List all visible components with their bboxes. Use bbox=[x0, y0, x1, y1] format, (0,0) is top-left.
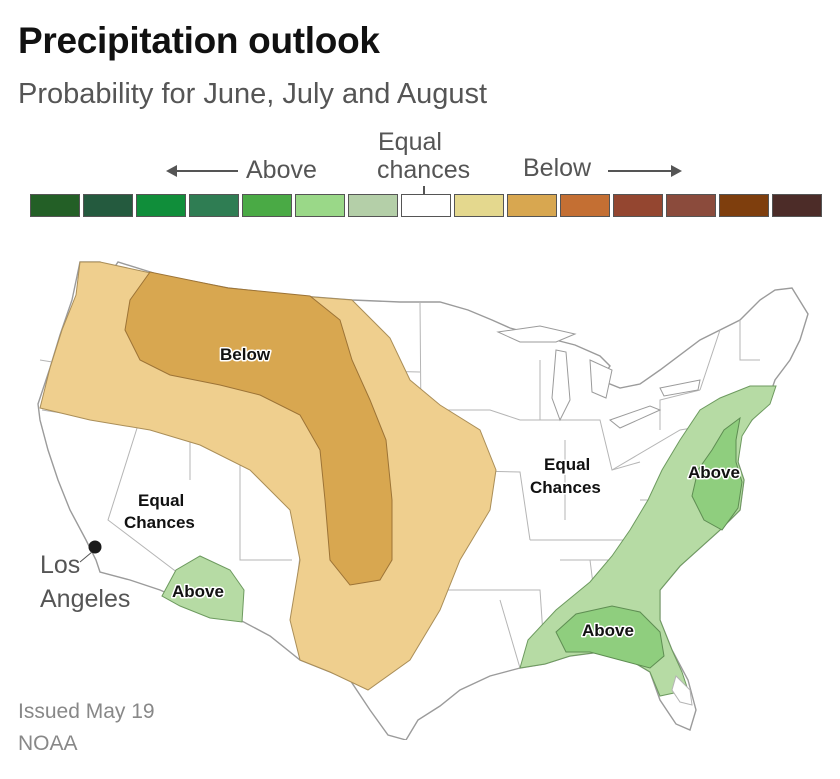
lake-ontario bbox=[659, 379, 701, 397]
legend-swatch-2 bbox=[83, 194, 133, 217]
legend-swatch-3 bbox=[136, 194, 186, 217]
city-label-los: Los bbox=[40, 551, 81, 579]
los-angeles-marker-icon bbox=[88, 540, 102, 554]
legend-swatches bbox=[30, 194, 822, 217]
legend-swatch-8 bbox=[401, 194, 451, 217]
chart-subtitle: Probability for June, July and August bbox=[18, 78, 488, 110]
legend-swatch-1 bbox=[30, 194, 80, 217]
label-above-east: Above bbox=[688, 463, 740, 482]
lake-huron bbox=[589, 359, 613, 399]
source-label: NOAA bbox=[18, 732, 78, 755]
above-southwest-region bbox=[161, 555, 245, 623]
label-above-southwest: Above bbox=[172, 582, 224, 601]
legend-swatch-5 bbox=[242, 194, 292, 217]
legend-center-tick bbox=[423, 186, 425, 198]
legend-above-label: Above bbox=[246, 156, 317, 184]
legend-swatch-13 bbox=[666, 194, 716, 217]
below-outer-region bbox=[39, 261, 497, 691]
label-equal-east-2: Chances bbox=[530, 478, 601, 497]
label-above-south: Above bbox=[582, 621, 634, 640]
legend-swatch-15 bbox=[772, 194, 822, 217]
legend-swatch-10 bbox=[507, 194, 557, 217]
lake-superior bbox=[496, 325, 577, 343]
left-arrow-icon bbox=[166, 165, 238, 177]
florida-tip bbox=[671, 675, 693, 706]
label-below: Below bbox=[220, 345, 271, 364]
us-map: Below Equal Chances Equal Chances Above … bbox=[37, 261, 809, 740]
legend-swatch-11 bbox=[560, 194, 610, 217]
label-equal-west-2: Chances bbox=[124, 513, 195, 532]
city-label-angeles: Angeles bbox=[40, 585, 131, 613]
legend-swatch-12 bbox=[613, 194, 663, 217]
legend-swatch-9 bbox=[454, 194, 504, 217]
below-inner-region bbox=[124, 271, 393, 586]
state-border bbox=[699, 320, 760, 391]
legend-swatch-4 bbox=[189, 194, 239, 217]
above-atlantic-core bbox=[691, 416, 743, 531]
legend-below-label: Below bbox=[523, 154, 592, 182]
lake-michigan bbox=[551, 349, 571, 422]
legend-swatch-6 bbox=[295, 194, 345, 217]
above-florida-core bbox=[555, 605, 665, 669]
legend-equal-label-2: chances bbox=[377, 156, 471, 184]
legend-swatch-14 bbox=[719, 194, 769, 217]
los-angeles-leader bbox=[79, 551, 93, 563]
right-arrow-icon bbox=[608, 165, 682, 177]
great-lakes bbox=[496, 325, 701, 429]
issued-date: Issued May 19 bbox=[18, 700, 155, 723]
label-equal-west-1: Equal bbox=[138, 491, 184, 510]
legend-equal-label-1: Equal bbox=[378, 128, 442, 156]
label-equal-east-1: Equal bbox=[544, 455, 590, 474]
chart-title: Precipitation outlook bbox=[18, 20, 380, 61]
lake-erie bbox=[608, 405, 662, 429]
legend-swatch-7 bbox=[348, 194, 398, 217]
